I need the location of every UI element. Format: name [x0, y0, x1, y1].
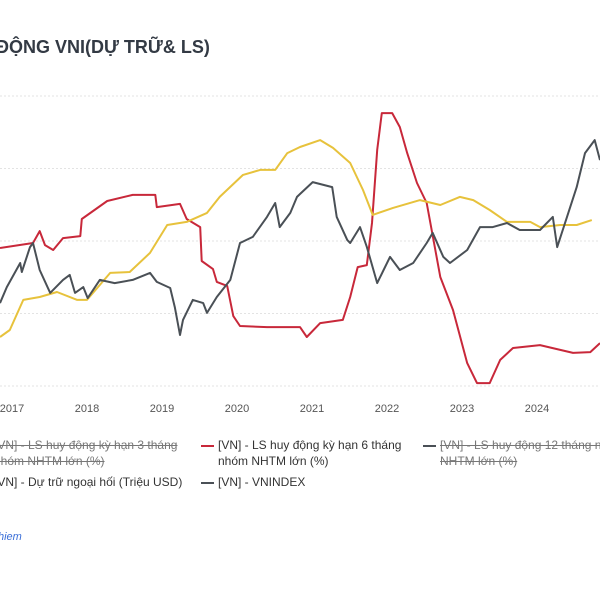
- x-tick-label: 2017: [0, 403, 24, 415]
- x-tick-label: 2020: [225, 403, 249, 415]
- x-tick-label: 2019: [150, 403, 174, 415]
- legend-item-vnindex[interactable]: [VN] - VNINDEX: [218, 474, 305, 490]
- legend-item-ls-12-thang[interactable]: [VN] - LS huy động 12 tháng nh NHTM lớn …: [440, 437, 600, 469]
- legend-label: [VN] - Dự trữ ngoại hối (Triệu USD): [0, 475, 183, 489]
- legend-marker-gray: [423, 445, 436, 447]
- legend-label: [VN] - LS huy động kỳ hạn 6 tháng: [218, 438, 402, 452]
- source-link[interactable]: hiem: [0, 531, 22, 543]
- legend-label: [VN] - LS huy động kỳ hạn 3 tháng: [0, 438, 178, 452]
- legend-marker-red: [201, 445, 214, 447]
- series-line-2[interactable]: [0, 139, 600, 336]
- legend-marker-gray: [201, 482, 214, 484]
- legend-label: [VN] - LS huy động 12 tháng nh: [440, 438, 600, 452]
- legend-label: nhóm NHTM lớn (%): [218, 454, 329, 468]
- series-line-0[interactable]: [0, 112, 600, 385]
- x-tick-label: 2018: [75, 403, 99, 415]
- legend-label: NHTM lớn (%): [440, 454, 518, 468]
- legend-label: [VN] - VNINDEX: [218, 475, 306, 489]
- x-tick-label: 2023: [450, 403, 474, 415]
- x-tick-label: 2024: [525, 403, 549, 415]
- x-tick-label: 2022: [375, 403, 399, 415]
- legend-label: nhóm NHTM lớn (%): [0, 454, 105, 468]
- legend-item-ls-6-thang[interactable]: [VN] - LS huy động kỳ hạn 6 tháng nhóm N…: [218, 437, 401, 469]
- legend-item-du-tru-ngoai-hoi[interactable]: [VN] - Dự trữ ngoại hối (Triệu USD): [0, 474, 182, 490]
- x-tick-label: 2021: [300, 403, 324, 415]
- chart-title: ĐỘNG VNI(DỰ TRỮ& LS): [0, 37, 210, 57]
- series-line-1[interactable]: [0, 139, 593, 338]
- legend-item-ls-3-thang[interactable]: [VN] - LS huy động kỳ hạn 3 tháng nhóm N…: [0, 437, 177, 469]
